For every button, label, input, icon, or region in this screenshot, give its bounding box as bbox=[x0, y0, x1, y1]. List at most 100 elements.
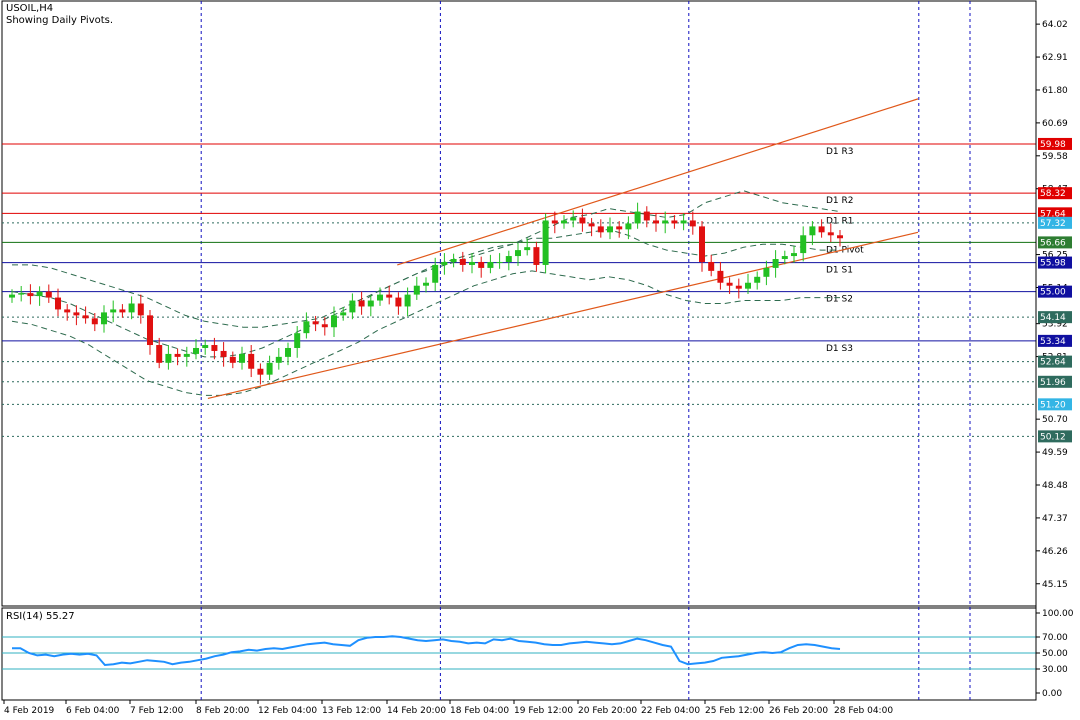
price-badge-9 bbox=[1038, 355, 1072, 368]
candle-body-78 bbox=[726, 282, 733, 286]
pivot-label-4: D1 S1 bbox=[826, 266, 853, 276]
candle-body-40 bbox=[377, 294, 383, 301]
y-tick-label-4: 59.58 bbox=[1042, 152, 1068, 162]
candle-body-24 bbox=[229, 356, 236, 363]
x-tick-label-3: 8 Feb 20:00 bbox=[196, 706, 250, 716]
price-badge-0 bbox=[1038, 137, 1072, 150]
x-tick-label-4: 12 Feb 04:00 bbox=[258, 706, 317, 716]
y-tick-label-14: 46.26 bbox=[1042, 547, 1068, 557]
price-badge-label-1: 58.32 bbox=[1040, 189, 1066, 199]
candle-body-8 bbox=[82, 315, 89, 319]
candle-body-67 bbox=[625, 223, 632, 230]
candle-body-1 bbox=[18, 293, 25, 295]
price-badge-label-0: 59.98 bbox=[1040, 140, 1066, 150]
candle-body-86 bbox=[800, 235, 807, 254]
price-badge-label-12: 50.12 bbox=[1040, 432, 1066, 442]
x-tick-label-10: 22 Feb 04:00 bbox=[641, 706, 700, 716]
y-tick-label-0: 64.02 bbox=[1042, 20, 1068, 30]
candle-body-77 bbox=[717, 270, 724, 283]
price-badge-11 bbox=[1038, 398, 1072, 411]
candle-body-37 bbox=[349, 300, 356, 313]
candle-body-3 bbox=[36, 291, 43, 297]
pivot-label-5: D1 S2 bbox=[826, 295, 853, 305]
trend-channel-lower bbox=[207, 231, 919, 399]
candle-body-76 bbox=[708, 261, 715, 271]
candle-body-5 bbox=[55, 297, 61, 310]
y-tick-label-13: 47.37 bbox=[1042, 514, 1068, 524]
candle-body-68 bbox=[634, 211, 641, 224]
candle-body-7 bbox=[73, 312, 80, 316]
candle-body-20 bbox=[193, 347, 199, 354]
price-badge-label-10: 51.96 bbox=[1040, 378, 1066, 388]
candle-body-43 bbox=[404, 294, 411, 307]
price-badge-8 bbox=[1038, 334, 1072, 347]
candle-body-45 bbox=[423, 282, 429, 286]
candle-body-66 bbox=[616, 226, 623, 230]
pivot-label-2: D1 R1 bbox=[826, 216, 854, 226]
y-tick-label-15: 45.15 bbox=[1042, 580, 1068, 590]
x-tick-label-11: 25 Feb 12:00 bbox=[705, 706, 764, 716]
price-badge-label-7: 54.14 bbox=[1040, 313, 1066, 323]
candle-body-50 bbox=[469, 261, 475, 265]
x-tick-label-8: 19 Feb 12:00 bbox=[514, 706, 573, 716]
candle-body-6 bbox=[64, 309, 71, 313]
candle-body-4 bbox=[45, 291, 52, 298]
candle-body-42 bbox=[395, 297, 402, 307]
candle-body-71 bbox=[662, 220, 669, 224]
candle-body-10 bbox=[101, 312, 107, 325]
candle-body-72 bbox=[671, 220, 678, 224]
rsi-plot-frame bbox=[1, 607, 1037, 701]
x-tick-label-12: 26 Feb 20:00 bbox=[769, 706, 828, 716]
candle-body-11 bbox=[110, 309, 117, 313]
rsi-tick-label-2: 50.00 bbox=[1042, 649, 1068, 659]
candle-body-54 bbox=[505, 256, 512, 262]
candle-body-65 bbox=[607, 226, 613, 233]
candle-body-33 bbox=[312, 321, 319, 325]
pivot-label-3: D1 Pivot bbox=[826, 245, 864, 255]
candle-body-21 bbox=[202, 345, 209, 348]
candle-body-60 bbox=[561, 220, 567, 224]
candle-body-18 bbox=[174, 353, 181, 357]
candle-body-36 bbox=[340, 312, 347, 316]
candle-body-47 bbox=[441, 261, 448, 265]
x-tick-label-5: 13 Feb 12:00 bbox=[322, 706, 381, 716]
candle-body-48 bbox=[450, 259, 457, 262]
candle-body-59 bbox=[551, 220, 558, 224]
price-badge-6 bbox=[1038, 285, 1072, 298]
rsi-tick-label-3: 30.00 bbox=[1042, 665, 1068, 675]
bollinger-lower bbox=[11, 270, 840, 396]
pivot-label-1: D1 R2 bbox=[826, 196, 854, 206]
candle-body-15 bbox=[147, 315, 153, 346]
price-badge-12 bbox=[1038, 430, 1072, 443]
candle-body-13 bbox=[128, 303, 135, 313]
candle-body-28 bbox=[266, 362, 273, 375]
candle-body-56 bbox=[524, 247, 531, 251]
x-tick-label-2: 7 Feb 12:00 bbox=[130, 706, 184, 716]
candle-body-17 bbox=[165, 353, 172, 363]
candle-body-39 bbox=[367, 300, 374, 307]
candle-body-87 bbox=[809, 226, 816, 236]
candle-body-81 bbox=[754, 276, 761, 283]
price-badge-label-8: 53.34 bbox=[1040, 337, 1066, 347]
candle-body-61 bbox=[570, 217, 577, 221]
candle-body-19 bbox=[183, 353, 190, 357]
candle-body-27 bbox=[257, 368, 264, 375]
candle-body-52 bbox=[487, 261, 494, 268]
y-tick-label-10: 50.70 bbox=[1042, 415, 1068, 425]
candle-body-89 bbox=[827, 232, 834, 236]
y-tick-label-12: 48.48 bbox=[1042, 481, 1068, 491]
pivot-label-6: D1 S3 bbox=[826, 344, 853, 354]
candle-body-23 bbox=[220, 350, 227, 357]
price-badge-label-3: 57.32 bbox=[1040, 219, 1066, 229]
y-tick-label-6: 56.25 bbox=[1042, 251, 1068, 261]
bollinger-upper bbox=[12, 190, 841, 328]
candle-body-51 bbox=[478, 261, 485, 268]
price-badge-label-4: 56.66 bbox=[1040, 238, 1066, 248]
candle-body-69 bbox=[643, 211, 650, 221]
rsi-tick-label-4: 0.00 bbox=[1042, 689, 1062, 699]
chart-symbol-title: USOIL,H4 bbox=[6, 3, 54, 14]
candle-body-55 bbox=[515, 250, 521, 257]
candle-body-88 bbox=[818, 226, 825, 233]
candle-body-35 bbox=[331, 315, 337, 328]
